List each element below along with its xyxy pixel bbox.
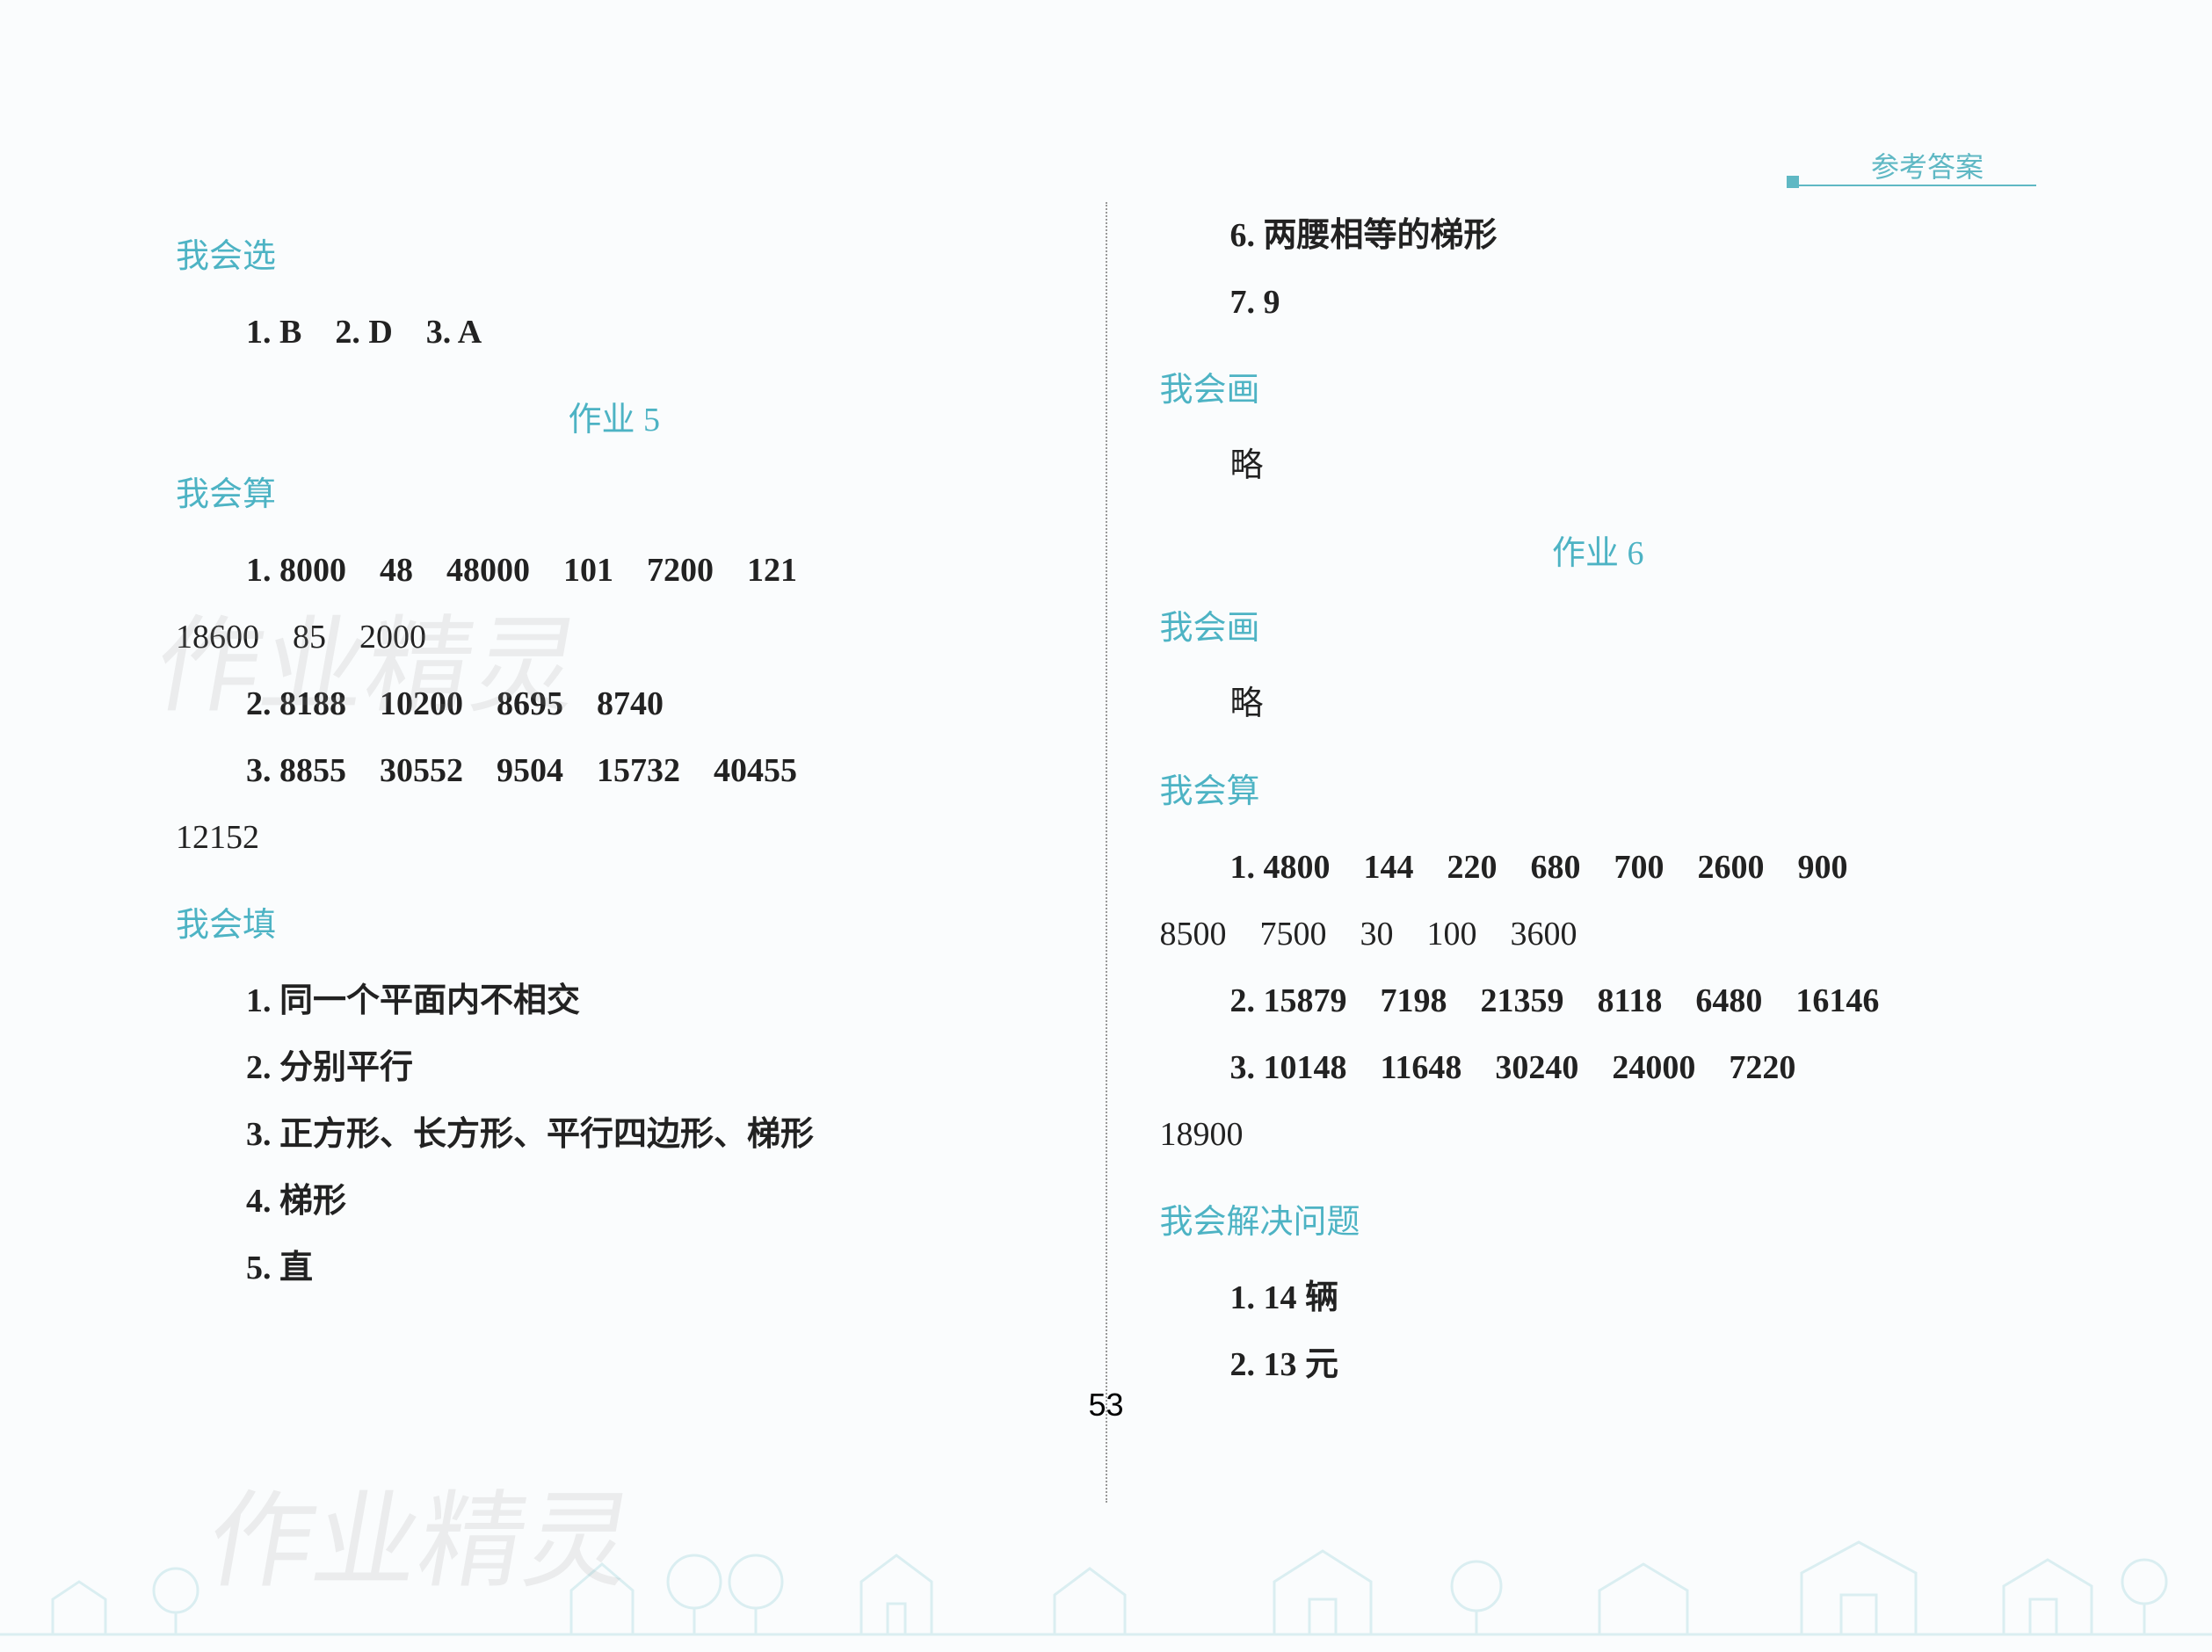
content-line: 1. B 2. D 3. A bbox=[176, 299, 1053, 366]
answer-text: 略 bbox=[1230, 447, 1264, 484]
content-line: 12152 bbox=[176, 804, 1053, 871]
answer-text: 2. 15879 7198 21359 8118 6480 16146 bbox=[1230, 982, 1880, 1019]
answer-text: 1. 14 辆 bbox=[1230, 1279, 1339, 1316]
content-line: 2. 15879 7198 21359 8118 6480 16146 bbox=[1160, 967, 2037, 1034]
content-line: 1. 8000 48 48000 101 7200 121 bbox=[176, 537, 1053, 604]
content-line: 6. 两腰相等的梯形 bbox=[1160, 202, 2037, 269]
section-title-select: 我会选 bbox=[176, 228, 1053, 277]
answer-text: 2. 分别平行 bbox=[246, 1049, 413, 1086]
content-line: 18900 bbox=[1160, 1101, 2037, 1168]
section-title-calc: 我会算 bbox=[176, 467, 1053, 515]
section-title-calc: 我会算 bbox=[1160, 764, 2037, 812]
content-line: 2. 8188 10200 8695 8740 bbox=[176, 670, 1053, 737]
content-line: 1. 4800 144 220 680 700 2600 900 bbox=[1160, 834, 2037, 901]
left-column: 我会选 1. B 2. D 3. A 作业 5 我会算 1. 8000 48 4… bbox=[141, 202, 1107, 1503]
content-line: 2. 13 元 bbox=[1160, 1331, 2037, 1398]
answer-text: 3. 10148 11648 30240 24000 7220 bbox=[1230, 1049, 1796, 1086]
answer-text: 7. 9 bbox=[1230, 284, 1280, 321]
header-underline bbox=[1790, 185, 2036, 186]
answer-text: 2. 13 元 bbox=[1230, 1346, 1339, 1383]
content-line: 1. 14 辆 bbox=[1160, 1264, 2037, 1331]
section-title-solve: 我会解决问题 bbox=[1160, 1194, 2037, 1243]
header-title: 参考答案 bbox=[1871, 145, 1984, 185]
assignment-title: 作业 5 bbox=[176, 392, 1053, 440]
footer-decoration bbox=[0, 1476, 2212, 1652]
section-title-fill: 我会填 bbox=[176, 897, 1053, 946]
content-line: 2. 分别平行 bbox=[176, 1034, 1053, 1101]
answer-text: 1. 同一个平面内不相交 bbox=[246, 982, 580, 1019]
content-line: 7. 9 bbox=[1160, 269, 2037, 336]
answer-text: 3. 正方形、长方形、平行四边形、梯形 bbox=[246, 1116, 814, 1153]
answer-text: 6. 两腰相等的梯形 bbox=[1230, 217, 1498, 254]
answer-text: 略 bbox=[1230, 685, 1264, 722]
assignment-title: 作业 6 bbox=[1160, 525, 2037, 574]
content-line: 3. 10148 11648 30240 24000 7220 bbox=[1160, 1034, 2037, 1101]
answer-text: 5. 直 bbox=[246, 1250, 313, 1286]
answer-text: 8500 7500 30 100 3600 bbox=[1160, 916, 1577, 953]
answer-text: 4. 梯形 bbox=[246, 1183, 346, 1220]
answer-text: 18600 85 2000 bbox=[176, 619, 426, 656]
answer-text: 2. 8188 10200 8695 8740 bbox=[246, 685, 664, 722]
content-line: 3. 正方形、长方形、平行四边形、梯形 bbox=[176, 1101, 1053, 1168]
page-container: 参考答案 我会选 1. B 2. D 3. A 作业 5 我会算 1. 8000… bbox=[0, 0, 2212, 1652]
two-column-layout: 我会选 1. B 2. D 3. A 作业 5 我会算 1. 8000 48 4… bbox=[141, 202, 2071, 1503]
content-line: 4. 梯形 bbox=[176, 1168, 1053, 1235]
answer-text: 3. 8855 30552 9504 15732 40455 bbox=[246, 752, 797, 789]
content-line: 1. 同一个平面内不相交 bbox=[176, 967, 1053, 1034]
section-title-draw: 我会画 bbox=[1160, 362, 2037, 410]
content-line: 略 bbox=[1160, 670, 2037, 737]
content-line: 8500 7500 30 100 3600 bbox=[1160, 901, 2037, 967]
answer-text: 1. B 2. D 3. A bbox=[246, 314, 482, 351]
page-number: 53 bbox=[1088, 1387, 1123, 1424]
content-line: 3. 8855 30552 9504 15732 40455 bbox=[176, 737, 1053, 804]
answer-text: 18900 bbox=[1160, 1116, 1244, 1153]
content-line: 18600 85 2000 bbox=[176, 604, 1053, 670]
right-column: 6. 两腰相等的梯形 7. 9 我会画 略 作业 6 我会画 略 我会算 1. … bbox=[1107, 202, 2072, 1503]
content-line: 5. 直 bbox=[176, 1235, 1053, 1301]
answer-text: 1. 4800 144 220 680 700 2600 900 bbox=[1230, 849, 1848, 886]
section-title-draw: 我会画 bbox=[1160, 600, 2037, 648]
content-line: 略 bbox=[1160, 432, 2037, 499]
answer-text: 1. 8000 48 48000 101 7200 121 bbox=[246, 552, 797, 589]
answer-text: 12152 bbox=[176, 819, 259, 856]
